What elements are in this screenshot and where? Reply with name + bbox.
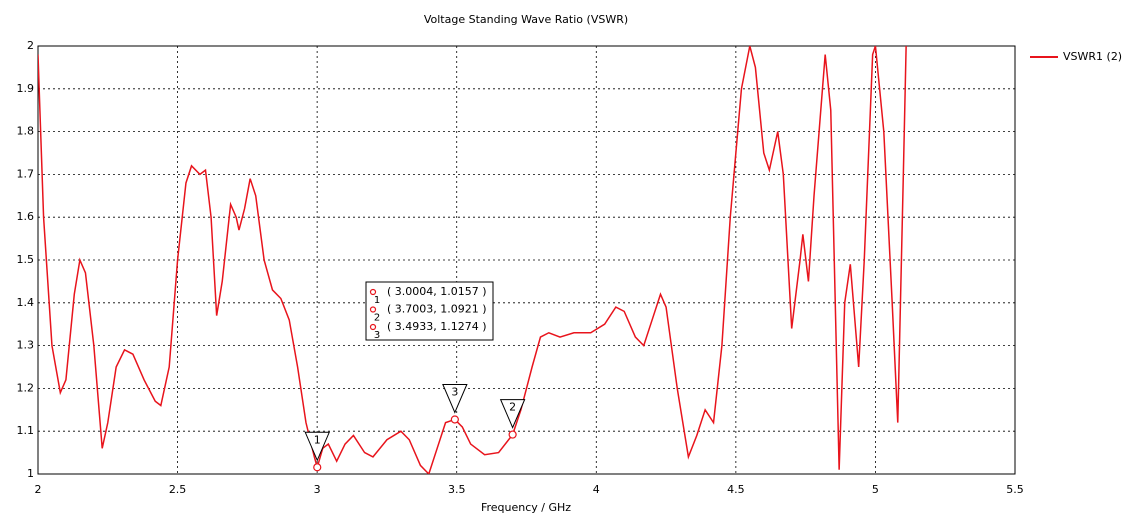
x-tick-label: 5 (872, 483, 879, 496)
marker-flag (304, 431, 331, 462)
x-tick-label: 2.5 (169, 483, 187, 496)
marker-table (365, 281, 494, 341)
legend-label: VSWR1 (2) (1063, 50, 1122, 63)
y-tick-label: 1.9 (17, 82, 35, 95)
y-tick-label: 1 (27, 467, 34, 480)
marker-point (508, 430, 517, 439)
x-axis-label: Frequency / GHz (481, 501, 571, 514)
x-tick-label: 4 (593, 483, 600, 496)
marker-point (450, 415, 459, 424)
plot-frame (37, 45, 1016, 475)
data-line (38, 46, 907, 474)
marker-flag (499, 399, 526, 429)
marker-flag-label: 1 (314, 433, 321, 446)
marker-table-name: 1 (374, 295, 380, 306)
marker-point (313, 463, 322, 472)
y-tick-label: 1.3 (17, 339, 35, 352)
marker-table-name: 3 (374, 330, 380, 341)
marker-table-name: 2 (374, 313, 380, 324)
x-tick-label: 5.5 (1006, 483, 1024, 496)
marker-flag-label: 3 (451, 385, 458, 398)
marker-table-label: ( 3.4933, 1.1274 ) (387, 320, 487, 333)
y-tick-label: 1.1 (17, 424, 35, 437)
marker-table-icon (369, 288, 377, 296)
marker-flag-label: 2 (509, 401, 516, 414)
y-tick-label: 1.7 (17, 167, 35, 180)
x-tick-label: 2 (35, 483, 42, 496)
chart-title: Voltage Standing Wave Ratio (VSWR) (424, 13, 628, 26)
y-tick-label: 2 (27, 39, 34, 52)
x-tick-label: 3.5 (448, 483, 466, 496)
x-tick-label: 3 (314, 483, 321, 496)
y-tick-label: 1.8 (17, 125, 35, 138)
marker-table-label: ( 3.0004, 1.0157 ) (387, 285, 487, 298)
y-tick-label: 1.5 (17, 253, 35, 266)
marker-table-label: ( 3.7003, 1.0921 ) (387, 303, 487, 316)
marker-table-icon (369, 323, 377, 331)
marker-table-icon (369, 306, 377, 313)
y-tick-label: 1.2 (17, 381, 35, 394)
y-tick-label: 1.6 (17, 210, 35, 223)
marker-flag (442, 383, 468, 414)
y-tick-label: 1.4 (17, 296, 35, 309)
x-tick-label: 4.5 (727, 483, 745, 496)
